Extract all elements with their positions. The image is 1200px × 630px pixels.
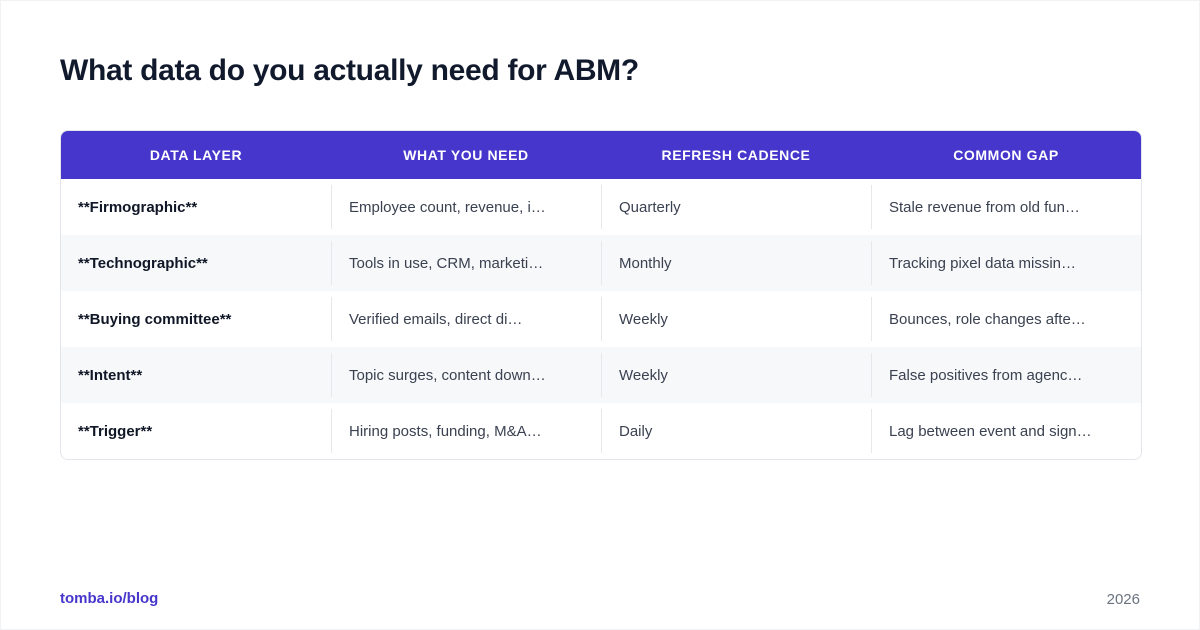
- cell-data-layer: **Trigger**: [78, 422, 153, 440]
- cell-what-you-need: Topic surges, content down…: [331, 347, 601, 403]
- cell-refresh-cadence: Quarterly: [601, 179, 871, 235]
- blog-link[interactable]: tomba.io/blog: [60, 590, 159, 607]
- cell-what-you-need: Hiring posts, funding, M&A…: [331, 403, 601, 459]
- footer-year: 2026: [1106, 591, 1140, 608]
- cell-data-layer: **Technographic**: [78, 254, 208, 272]
- cell-what-you-need: Employee count, revenue, i…: [331, 179, 601, 235]
- cell-common-gap: False positives from agenc…: [871, 347, 1141, 403]
- cell-common-gap: Lag between event and sign…: [871, 403, 1141, 459]
- data-table: DATA LAYER WHAT YOU NEED REFRESH CADENCE…: [60, 130, 1142, 460]
- cell-common-gap: Stale revenue from old fun…: [871, 179, 1141, 235]
- table-header: DATA LAYER WHAT YOU NEED REFRESH CADENCE…: [61, 131, 1141, 179]
- cell-refresh-cadence: Weekly: [601, 347, 871, 403]
- cell-data-layer: **Buying committee**: [78, 310, 232, 328]
- page-title: What data do you actually need for ABM?: [60, 54, 639, 87]
- header-data-layer: DATA LAYER: [149, 147, 243, 163]
- cell-data-layer: **Firmographic**: [78, 198, 198, 216]
- table-row: **Technographic** Tools in use, CRM, mar…: [61, 235, 1141, 291]
- header-refresh-cadence: REFRESH CADENCE: [661, 147, 811, 163]
- header-common-gap: COMMON GAP: [953, 147, 1059, 163]
- cell-common-gap: Bounces, role changes afte…: [871, 291, 1141, 347]
- cell-refresh-cadence: Monthly: [601, 235, 871, 291]
- cell-refresh-cadence: Weekly: [601, 291, 871, 347]
- cell-what-you-need: Verified emails, direct di…: [331, 291, 601, 347]
- cell-data-layer: **Intent**: [78, 366, 143, 384]
- cell-refresh-cadence: Daily: [601, 403, 871, 459]
- header-what-you-need: WHAT YOU NEED: [403, 147, 529, 163]
- cell-what-you-need: Tools in use, CRM, marketi…: [331, 235, 601, 291]
- table-row: **Firmographic** Employee count, revenue…: [61, 179, 1141, 235]
- table-row: **Intent** Topic surges, content down… W…: [61, 347, 1141, 403]
- table-row: **Trigger** Hiring posts, funding, M&A… …: [61, 403, 1141, 459]
- table-row: **Buying committee** Verified emails, di…: [61, 291, 1141, 347]
- cell-common-gap: Tracking pixel data missin…: [871, 235, 1141, 291]
